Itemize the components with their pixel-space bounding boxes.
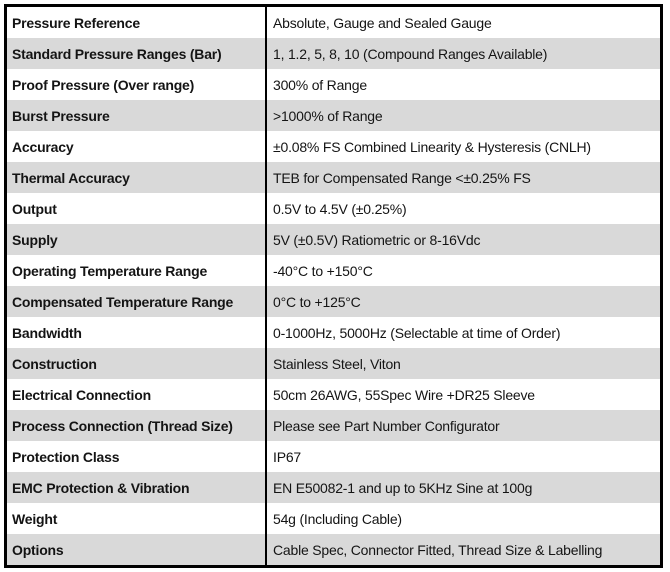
- spec-label: EMC Protection & Vibration: [12, 479, 190, 496]
- table-row: Proof Pressure (Over range) 300% of Rang…: [7, 69, 660, 100]
- spec-label: Protection Class: [12, 448, 120, 465]
- spec-value: Please see Part Number Configurator: [265, 410, 660, 441]
- table-row: Burst Pressure >1000% of Range: [7, 100, 660, 131]
- spec-value: ±0.08% FS Combined Linearity & Hysteresi…: [265, 131, 660, 162]
- table-row: Construction Stainless Steel, Viton: [7, 348, 660, 379]
- spec-label: Weight: [12, 510, 58, 527]
- spec-value: 0.5V to 4.5V (±0.25%): [265, 193, 660, 224]
- spec-label: Burst Pressure: [12, 107, 110, 124]
- spec-label: Process Connection (Thread Size): [12, 417, 233, 434]
- spec-label: Output: [12, 200, 57, 217]
- spec-label: Bandwidth: [12, 324, 82, 341]
- table-row: Standard Pressure Ranges (Bar) 1, 1.2, 5…: [7, 38, 660, 69]
- table-row: Operating Temperature Range -40°C to +15…: [7, 255, 660, 286]
- spec-label: Compensated Temperature Range: [12, 293, 234, 310]
- spec-value: EN E50082-1 and up to 5KHz Sine at 100g: [265, 472, 660, 503]
- spec-value: Stainless Steel, Viton: [265, 348, 660, 379]
- spec-value: 50cm 26AWG, 55Spec Wire +DR25 Sleeve: [265, 379, 660, 410]
- spec-label: Operating Temperature Range: [12, 262, 208, 279]
- spec-label: Thermal Accuracy: [12, 169, 130, 186]
- spec-value: -40°C to +150°C: [265, 255, 660, 286]
- table-row: Thermal Accuracy TEB for Compensated Ran…: [7, 162, 660, 193]
- table-row: Bandwidth 0-1000Hz, 5000Hz (Selectable a…: [7, 317, 660, 348]
- spec-label: Electrical Connection: [12, 386, 151, 403]
- table-row: Compensated Temperature Range 0°C to +12…: [7, 286, 660, 317]
- spec-value: >1000% of Range: [265, 100, 660, 131]
- table-row: Output 0.5V to 4.5V (±0.25%): [7, 193, 660, 224]
- table-row: EMC Protection & Vibration EN E50082-1 a…: [7, 472, 660, 503]
- spec-value: 300% of Range: [265, 69, 660, 100]
- table-row: Protection Class IP67: [7, 441, 660, 472]
- table-row: Weight 54g (Including Cable): [7, 503, 660, 534]
- spec-label: Standard Pressure Ranges (Bar): [12, 45, 222, 62]
- table-row: Accuracy ±0.08% FS Combined Linearity & …: [7, 131, 660, 162]
- table-row: Process Connection (Thread Size) Please …: [7, 410, 660, 441]
- spec-label: Construction: [12, 355, 97, 372]
- spec-value: 0-1000Hz, 5000Hz (Selectable at time of …: [265, 317, 660, 348]
- spec-label: Accuracy: [12, 138, 74, 155]
- spec-label: Pressure Reference: [12, 14, 140, 31]
- table-row: Pressure Reference Absolute, Gauge and S…: [7, 7, 660, 38]
- spec-value: TEB for Compensated Range <±0.25% FS: [265, 162, 660, 193]
- spec-value: 1, 1.2, 5, 8, 10 (Compound Ranges Availa…: [265, 38, 660, 69]
- table-row: Supply 5V (±0.5V) Ratiometric or 8-16Vdc: [7, 224, 660, 255]
- spec-label: Proof Pressure (Over range): [12, 76, 195, 93]
- spec-value: Cable Spec, Connector Fitted, Thread Siz…: [265, 534, 660, 565]
- spec-value: 0°C to +125°C: [265, 286, 660, 317]
- table-row: Options Cable Spec, Connector Fitted, Th…: [7, 534, 660, 565]
- spec-label: Supply: [12, 231, 58, 248]
- spec-value: 54g (Including Cable): [265, 503, 660, 534]
- spec-label: Options: [12, 541, 64, 558]
- table-row: Electrical Connection 50cm 26AWG, 55Spec…: [7, 379, 660, 410]
- spec-value: IP67: [265, 441, 660, 472]
- spec-value: 5V (±0.5V) Ratiometric or 8-16Vdc: [265, 224, 660, 255]
- spec-value: Absolute, Gauge and Sealed Gauge: [265, 7, 660, 38]
- spec-table: Pressure Reference Absolute, Gauge and S…: [4, 4, 663, 568]
